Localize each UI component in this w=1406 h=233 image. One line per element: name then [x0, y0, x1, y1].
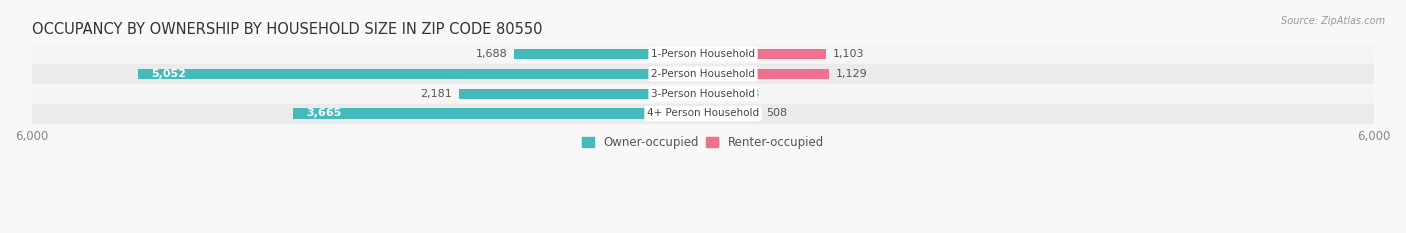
Text: 1,129: 1,129 — [837, 69, 868, 79]
Bar — [32, 84, 1374, 103]
Bar — [703, 49, 827, 59]
Text: 2,181: 2,181 — [420, 89, 453, 99]
Text: 2-Person Household: 2-Person Household — [651, 69, 755, 79]
Text: OCCUPANCY BY OWNERSHIP BY HOUSEHOLD SIZE IN ZIP CODE 80550: OCCUPANCY BY OWNERSHIP BY HOUSEHOLD SIZE… — [32, 22, 543, 37]
Bar — [458, 89, 703, 99]
Text: 3,665: 3,665 — [307, 108, 342, 118]
Text: Source: ZipAtlas.com: Source: ZipAtlas.com — [1281, 16, 1385, 26]
Bar — [32, 103, 1374, 123]
Text: 258: 258 — [738, 89, 759, 99]
Bar — [292, 108, 703, 119]
Text: 1,688: 1,688 — [475, 49, 508, 59]
Bar — [138, 69, 703, 79]
Bar — [32, 64, 1374, 84]
Text: 5,052: 5,052 — [152, 69, 186, 79]
Text: 1,103: 1,103 — [834, 49, 865, 59]
Text: 3-Person Household: 3-Person Household — [651, 89, 755, 99]
Bar — [703, 89, 733, 99]
Legend: Owner-occupied, Renter-occupied: Owner-occupied, Renter-occupied — [578, 132, 828, 154]
Bar — [703, 108, 759, 119]
Bar — [32, 44, 1374, 64]
Text: 508: 508 — [766, 108, 787, 118]
Text: 4+ Person Household: 4+ Person Household — [647, 108, 759, 118]
Text: 1-Person Household: 1-Person Household — [651, 49, 755, 59]
Bar — [515, 49, 703, 59]
Bar — [703, 69, 830, 79]
